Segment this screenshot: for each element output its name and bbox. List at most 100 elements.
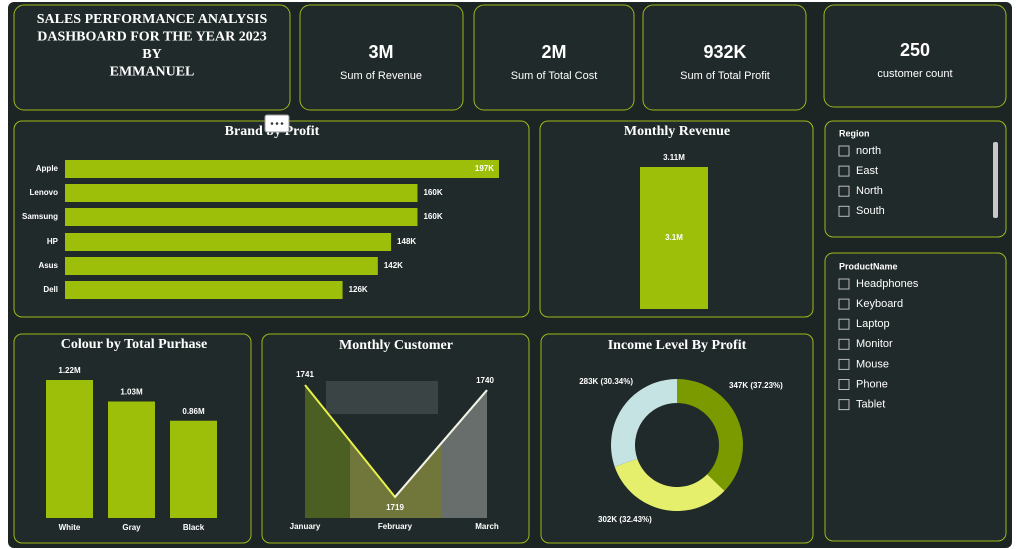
more-dot [270, 122, 274, 125]
slicer-item[interactable]: Headphones [856, 278, 919, 290]
slicer-title: Region [839, 128, 870, 138]
slicer-item[interactable]: Mouse [856, 358, 889, 370]
dashboard-title: BY [142, 47, 161, 62]
card-label: Sum of Revenue [340, 70, 422, 82]
y-tick-label: Asus [38, 261, 58, 270]
checkbox[interactable] [838, 185, 850, 197]
y-tick-label: Samsung [22, 212, 58, 221]
card-label: Sum of Total Cost [511, 70, 598, 82]
x-tick-label: January [290, 522, 321, 531]
data-label: 197K [475, 164, 494, 173]
slicer-item[interactable]: Laptop [856, 318, 890, 330]
card-value: 932K [703, 42, 746, 62]
data-label: 1719 [386, 503, 404, 512]
chart-panel [540, 333, 814, 544]
slicer-item[interactable]: Keyboard [856, 298, 903, 310]
data-label: 1.03M [120, 388, 143, 397]
area-band [350, 441, 441, 518]
card-panel [473, 4, 635, 111]
scrollbar[interactable] [993, 142, 998, 218]
data-label: 3.11M [663, 153, 685, 162]
y-tick-label: Dell [43, 285, 58, 294]
x-tick-label: Black [183, 523, 205, 532]
checkbox[interactable] [838, 205, 850, 217]
slicer-item[interactable]: Tablet [856, 399, 885, 411]
data-label: 1741 [296, 370, 314, 379]
data-label: 142K [384, 261, 403, 270]
y-tick-label: Lenovo [30, 188, 59, 197]
dashboard-title: SALES PERFORMANCE ANALYSIS [37, 12, 268, 27]
bar [46, 380, 93, 518]
chart-title: Monthly Customer [339, 338, 453, 353]
dashboard-title: EMMANUEL [110, 65, 195, 80]
card-panel [642, 4, 807, 111]
bar [65, 160, 499, 178]
chart-title: Colour by Total Purhase [61, 337, 207, 352]
x-tick-label: February [378, 522, 413, 531]
bar [170, 420, 217, 518]
data-label: 1.22M [58, 366, 81, 375]
slicer-item[interactable]: South [856, 205, 885, 217]
x-tick-label: March [475, 522, 499, 531]
bar [108, 401, 155, 518]
more-dot [280, 122, 284, 125]
card-panel [299, 4, 464, 111]
slicer-item[interactable]: north [856, 145, 881, 157]
bar [65, 208, 418, 226]
data-label: 1740 [476, 376, 494, 385]
line-segment [394, 389, 488, 498]
tooltip-shadow [326, 381, 438, 414]
slicer-panel [824, 120, 1007, 238]
donut-slice [614, 458, 725, 512]
inner-label: 3.1M [665, 233, 683, 242]
data-label: 148K [397, 237, 416, 246]
checkbox[interactable] [838, 298, 850, 310]
card-value: 2M [541, 42, 566, 62]
card-label: customer count [877, 68, 952, 80]
checkbox[interactable] [838, 145, 850, 157]
y-tick-label: HP [47, 237, 59, 246]
data-label: 160K [423, 212, 442, 221]
y-tick-label: Apple [36, 164, 59, 173]
slicer-item[interactable]: Monitor [856, 338, 893, 350]
bar [65, 257, 378, 275]
checkbox[interactable] [838, 278, 850, 290]
slicer-panel [824, 252, 1007, 542]
more-dot [275, 122, 279, 125]
checkbox[interactable] [838, 399, 850, 411]
checkbox[interactable] [838, 338, 850, 350]
donut-slice [677, 379, 744, 491]
dashboard-title: DASHBOARD FOR THE YEAR 2023 [37, 30, 266, 45]
donut-slice [611, 379, 677, 467]
area-band [441, 390, 487, 518]
bar [65, 184, 418, 202]
slicer-item[interactable]: East [856, 165, 878, 177]
data-label: 283K (30.34%) [579, 377, 633, 386]
slicer-title: ProductName [839, 261, 898, 271]
data-label: 160K [423, 188, 442, 197]
chart-title: Monthly Revenue [624, 124, 730, 139]
data-label: 0.86M [182, 407, 205, 416]
checkbox[interactable] [838, 165, 850, 177]
bar [640, 167, 708, 309]
title-panel [13, 4, 291, 111]
card-value: 3M [368, 42, 393, 62]
card-label: Sum of Total Profit [680, 70, 770, 82]
checkbox[interactable] [838, 318, 850, 330]
data-label: 126K [349, 285, 368, 294]
checkbox[interactable] [838, 379, 850, 390]
x-tick-label: Gray [122, 523, 141, 532]
checkbox[interactable] [838, 358, 850, 370]
chart-title: Income Level By Profit [608, 338, 747, 353]
area-band [305, 385, 350, 518]
slicer-item[interactable]: Phone [856, 378, 888, 390]
data-label: 302K (32.43%) [598, 515, 652, 524]
bar [65, 233, 392, 251]
bar [65, 281, 343, 299]
slicer-item[interactable]: North [856, 185, 883, 197]
card-panel [823, 4, 1007, 108]
data-label: 347K (37.23%) [729, 381, 783, 390]
card-value: 250 [900, 40, 930, 60]
x-tick-label: White [59, 523, 81, 532]
